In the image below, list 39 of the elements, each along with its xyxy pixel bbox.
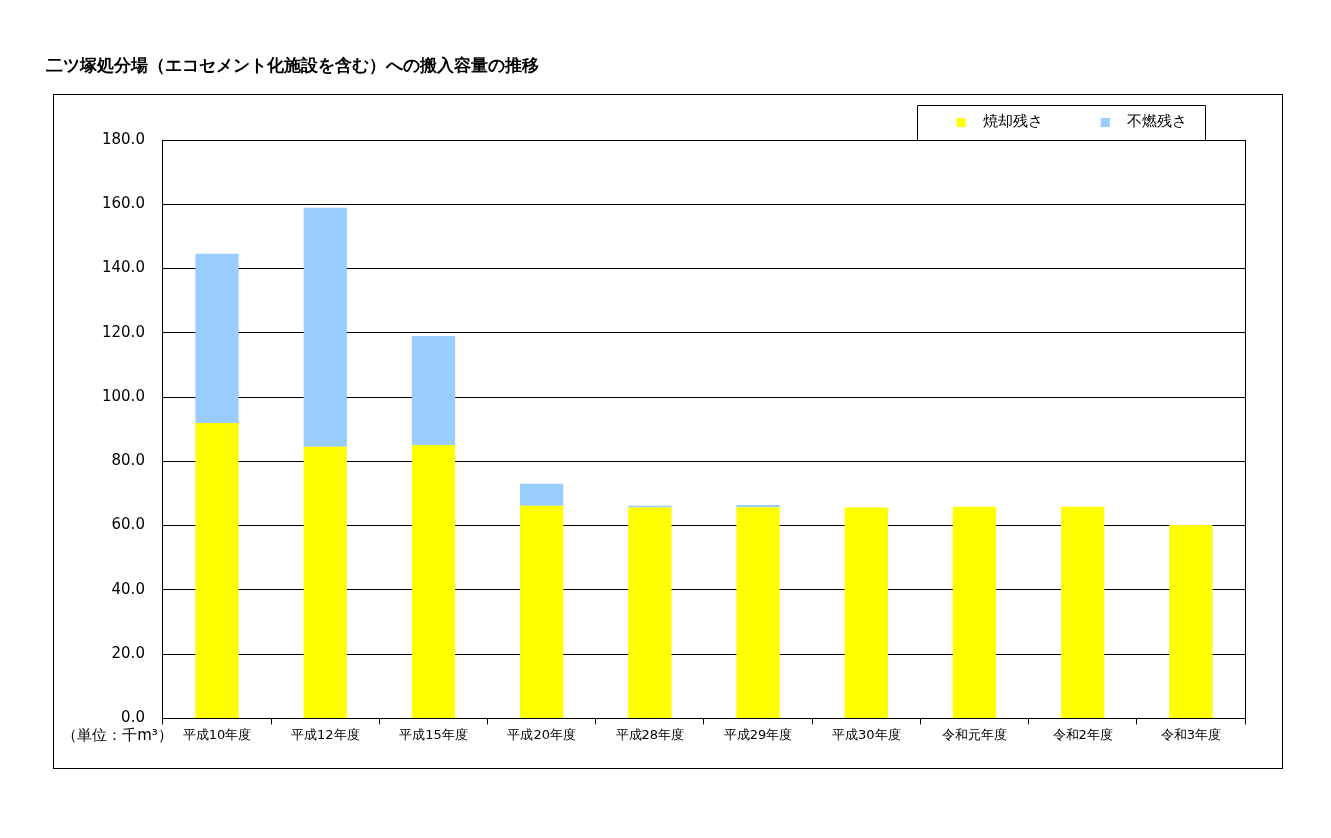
bar [952, 506, 997, 718]
bar [520, 483, 564, 506]
bar [1169, 524, 1213, 718]
y-tick-label: 120.0 [101, 322, 145, 341]
chart-title: 二ツ塚処分場（エコセメント化施設を含む）への搬入容量の推移 [46, 54, 539, 77]
y-tick-label: 160.0 [101, 194, 145, 213]
x-tick-label: 平成12年度 [290, 726, 360, 742]
legend-label: 不燃残さ [1117, 112, 1226, 131]
x-tick-label: 平成10年度 [182, 726, 252, 742]
x-tick-label: 平成29年度 [723, 726, 793, 742]
y-tick-label: 40.0 [111, 579, 145, 598]
bar [303, 446, 347, 718]
bar [1061, 506, 1105, 718]
y-tick-label: 0.0 [121, 708, 145, 727]
y-tick-label: 100.0 [101, 386, 145, 405]
bar [628, 507, 672, 718]
y-tick-label: 80.0 [111, 451, 145, 470]
text: （単位：千m³） [62, 725, 173, 744]
y-tick-label: 60.0 [111, 515, 145, 534]
bar [520, 505, 564, 718]
x-tick-label: 令和3年度 [1160, 726, 1222, 742]
bar [736, 507, 780, 718]
bar [195, 423, 239, 718]
x-tick-label: 平成15年度 [399, 726, 468, 742]
y-tick-label: 20.0 [111, 644, 145, 663]
y-tick-label: 140.0 [101, 258, 145, 277]
bar [411, 336, 456, 445]
x-tick-label: 平成20年度 [507, 726, 576, 742]
bar [844, 507, 888, 718]
x-tick-label: 令和元年度 [941, 726, 1007, 742]
bar [411, 444, 456, 718]
bar [195, 253, 239, 424]
legend-label: 焼却残さ [973, 112, 1081, 131]
x-tick-label: 平成28年度 [615, 726, 685, 742]
bar [736, 505, 780, 508]
bar [303, 207, 347, 447]
x-tick-label: 平成30年度 [832, 726, 901, 742]
x-tick-label: 令和2年度 [1052, 726, 1113, 742]
y-tick-label: 180.0 [101, 129, 145, 148]
